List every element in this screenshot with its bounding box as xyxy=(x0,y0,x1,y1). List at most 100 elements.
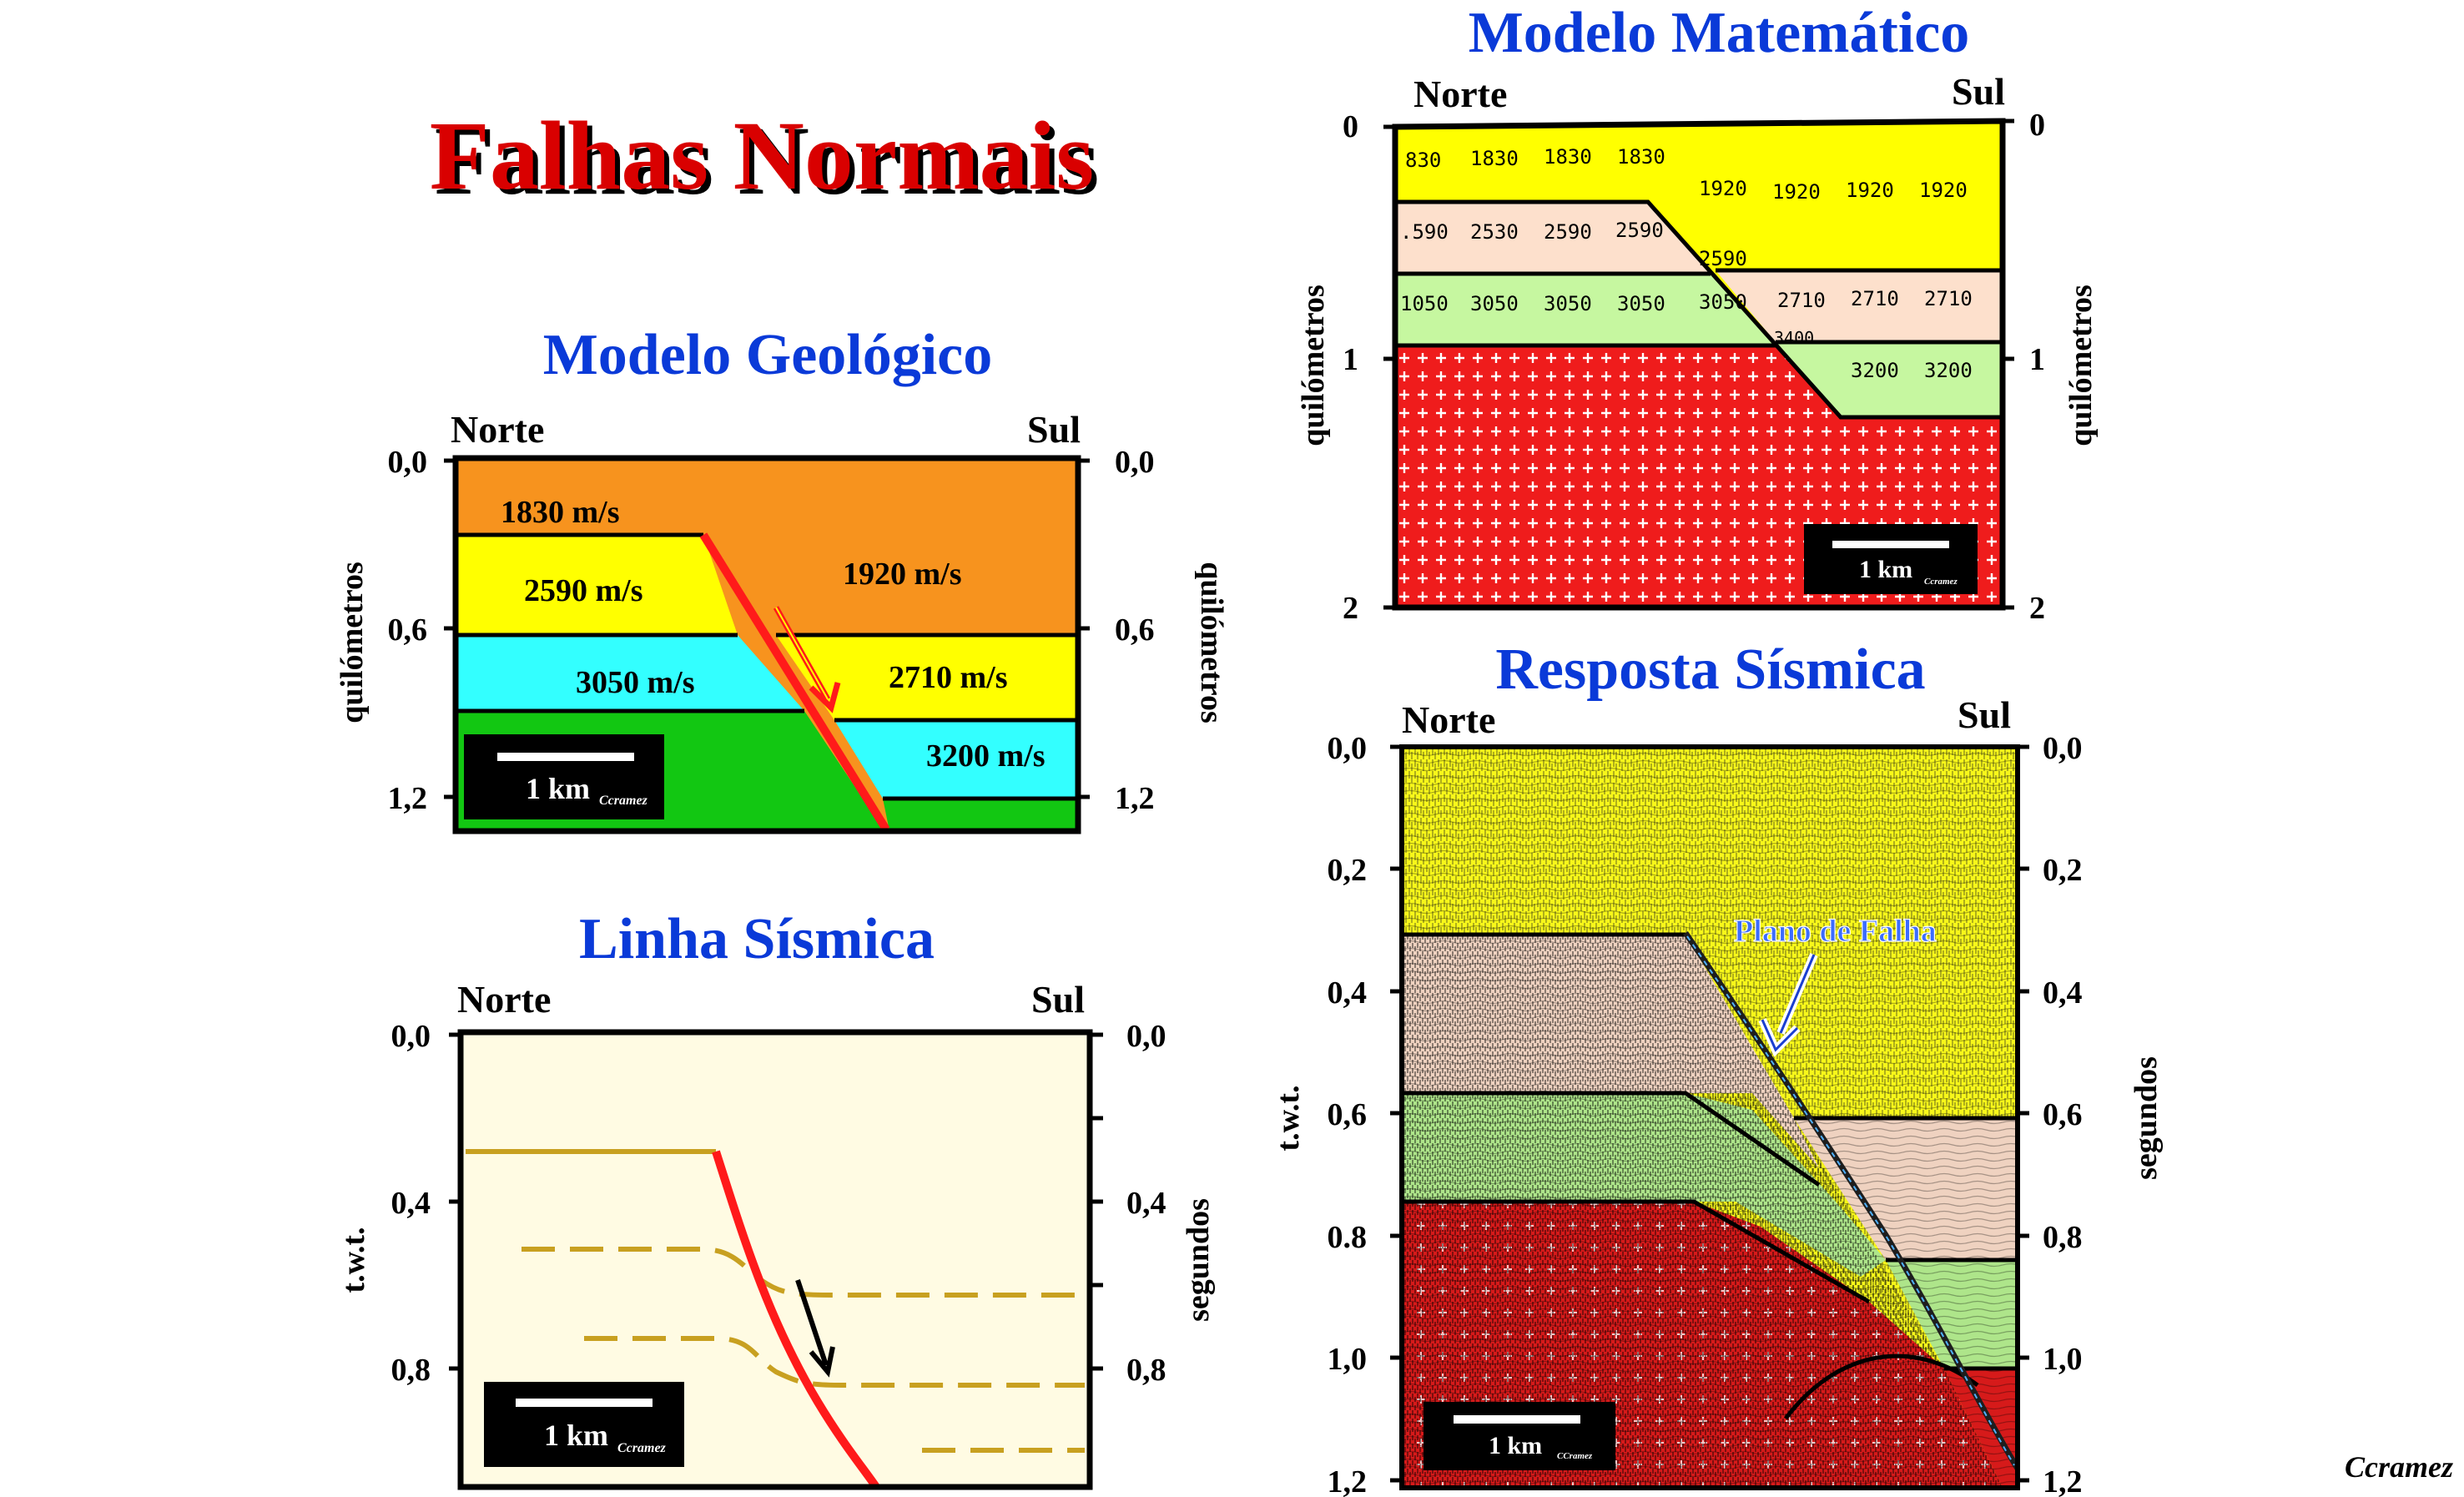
geo-velocity-3200: 3200 m/s xyxy=(926,738,1046,774)
resp-tick-right-5: 1,0 xyxy=(2043,1342,2083,1377)
math-row3-left-4: 3050 xyxy=(1699,290,1747,314)
geo-layer-green-right xyxy=(883,799,1078,831)
main-title: Falhas Normais xyxy=(430,101,1095,210)
math-row1-right-0: 1920 xyxy=(1699,177,1747,200)
math-axis-left-label: quilómetros xyxy=(1296,285,1331,446)
math-row2-left-2: 2590 xyxy=(1544,220,1592,244)
geo-velocity-2710: 2710 m/s xyxy=(889,660,1008,695)
resp-left-axis-label: t.w.t. xyxy=(1271,1085,1306,1151)
main-title-shadow: Falhas Normais xyxy=(435,106,1100,215)
seis-line-scale-credit: Ccramez xyxy=(617,1441,667,1455)
geo-fault-arrow-inner xyxy=(775,607,829,700)
math-tick-left-0: 0 xyxy=(1343,109,1358,144)
geo-tick-right-2: 1,2 xyxy=(1115,781,1155,816)
math-row2-left-3: 2590 xyxy=(1615,219,1664,242)
math-row3-fault: 3400 xyxy=(1774,328,1814,348)
seismic-response-panel: Resposta Sísmica Norte Sul Plano de Falh… xyxy=(1271,638,2164,1497)
geo-velocity-2590: 2590 m/s xyxy=(524,573,643,608)
math-layer-peach-right xyxy=(1716,270,2003,342)
math-tick-right-0: 0 xyxy=(2029,108,2045,143)
math-row3-left-2: 3050 xyxy=(1544,292,1592,315)
math-south-label: Sul xyxy=(1952,70,2005,113)
math-scale-credit: Ccramez xyxy=(1924,577,1958,587)
math-row3-left-3: 3050 xyxy=(1617,292,1665,315)
math-row3-right-0: 2710 xyxy=(1777,289,1826,312)
math-row4-right-1: 3200 xyxy=(1924,359,1973,382)
geo-tick-left-2: 1,2 xyxy=(388,781,428,816)
math-row3-right-2: 2710 xyxy=(1924,287,1973,310)
resp-scale-credit: CCramez xyxy=(1557,1451,1593,1461)
geo-tick-left-1: 0,6 xyxy=(388,612,428,648)
math-title: Modelo Matemático xyxy=(1469,1,1970,65)
seis-line-fault xyxy=(712,1150,880,1489)
geo-velocity-1830: 1830 m/s xyxy=(501,495,620,530)
math-scale-label: 1 km xyxy=(1859,556,1912,583)
resp-tick-left-1: 0,2 xyxy=(1328,853,1368,888)
math-row1-right-2: 1920 xyxy=(1846,179,1894,202)
geo-layer-cyan-left xyxy=(456,635,804,711)
resp-ticks xyxy=(1390,744,2029,1483)
seis-line-ticks xyxy=(449,1032,1103,1371)
geo-scale-bar xyxy=(464,734,664,819)
seis-line-left-axis-label: t.w.t. xyxy=(336,1227,371,1293)
seis-reflector-low xyxy=(584,1336,1085,1388)
math-north-label: Norte xyxy=(1413,73,1507,115)
geo-tick-right-1: 0,6 xyxy=(1115,612,1155,648)
resp-tick-right-4: 0,8 xyxy=(2043,1220,2083,1255)
resp-tick-right-3: 0,6 xyxy=(2043,1097,2083,1132)
seis-line-tick-right-1: 0,4 xyxy=(1126,1186,1166,1221)
resp-scale-line xyxy=(1454,1415,1580,1424)
geological-model-panel: Modelo Geológico Norte Sul 1830 m/s 2590… xyxy=(335,323,1229,834)
math-row1-left-0: 830 xyxy=(1405,149,1441,172)
math-row4-right-0: 3200 xyxy=(1851,359,1899,382)
resp-tick-left-5: 1,0 xyxy=(1328,1342,1368,1377)
math-row3-left-1: 3050 xyxy=(1470,292,1519,315)
math-layer-green-left xyxy=(1395,274,1777,345)
geo-layer-yellow-right xyxy=(776,635,1078,720)
math-row2-left-0: .590 xyxy=(1400,220,1449,244)
seismic-line-panel: Linha Sísmica Norte Sul 1 km Ccramez 0,0… xyxy=(336,907,1216,1490)
geo-axis-right-label: quilómetros xyxy=(1194,562,1229,723)
math-boundaries xyxy=(1395,199,2003,420)
resp-right-axis-label: segundos xyxy=(2129,1056,2164,1180)
resp-tick-left-4: 0.8 xyxy=(1328,1220,1368,1255)
geo-layer-yellow-left xyxy=(456,535,738,635)
seis-line-tick-right-2: 0,8 xyxy=(1126,1353,1166,1388)
math-row1-right-1: 1920 xyxy=(1772,180,1821,204)
math-axis-right-label: quilómetros xyxy=(2063,285,2099,446)
seis-line-right-axis-label: segundos xyxy=(1181,1198,1216,1322)
resp-annotation: Plano de Falha xyxy=(1734,914,1937,949)
resp-tick-left-2: 0,4 xyxy=(1328,975,1368,1011)
math-ticks xyxy=(1383,118,2014,610)
resp-scale-label: 1 km xyxy=(1489,1432,1542,1459)
math-row1-left-2: 1830 xyxy=(1544,145,1592,169)
geo-scale-line xyxy=(497,753,634,761)
seis-line-north-label: Norte xyxy=(457,978,551,1021)
geo-north-label: Norte xyxy=(451,408,544,451)
geo-tick-left-0: 0,0 xyxy=(388,445,428,480)
math-tick-left-1: 1 xyxy=(1343,342,1358,377)
seis-line-arrow-icon xyxy=(795,1279,835,1378)
math-row1-right-3: 1920 xyxy=(1919,179,1968,202)
mathematical-model-panel: Modelo Matemático Norte Sul 830 1830 183… xyxy=(1296,1,2099,626)
main-title-group: Falhas Normais Falhas Normais xyxy=(430,101,1100,215)
math-row2-left-1: 2530 xyxy=(1470,220,1519,244)
geo-south-label: Sul xyxy=(1027,408,1081,451)
math-row2-fault: 2590 xyxy=(1699,247,1747,270)
math-row1-left-1: 1830 xyxy=(1470,147,1519,170)
resp-tick-right-2: 0,4 xyxy=(2043,975,2083,1011)
math-row3-right-1: 2710 xyxy=(1851,287,1899,310)
resp-tick-right-0: 0,0 xyxy=(2043,731,2083,766)
geo-tick-right-0: 0,0 xyxy=(1115,445,1155,480)
seis-line-tick-left-0: 0,0 xyxy=(391,1019,431,1054)
resp-south-label: Sul xyxy=(1958,693,2011,736)
resp-reflector-lines xyxy=(1402,932,2018,1420)
seis-line-scale-bar xyxy=(484,1382,684,1467)
seis-line-tick-left-1: 0,4 xyxy=(391,1186,431,1221)
resp-annotation-arrow-outline xyxy=(1761,954,1816,1052)
geo-scale-credit: Ccramez xyxy=(599,794,648,808)
math-tick-left-2: 2 xyxy=(1343,591,1358,626)
resp-tick-right-1: 0,2 xyxy=(2043,853,2083,888)
resp-tick-left-3: 0,6 xyxy=(1328,1097,1368,1132)
seis-line-south-label: Sul xyxy=(1031,978,1085,1021)
